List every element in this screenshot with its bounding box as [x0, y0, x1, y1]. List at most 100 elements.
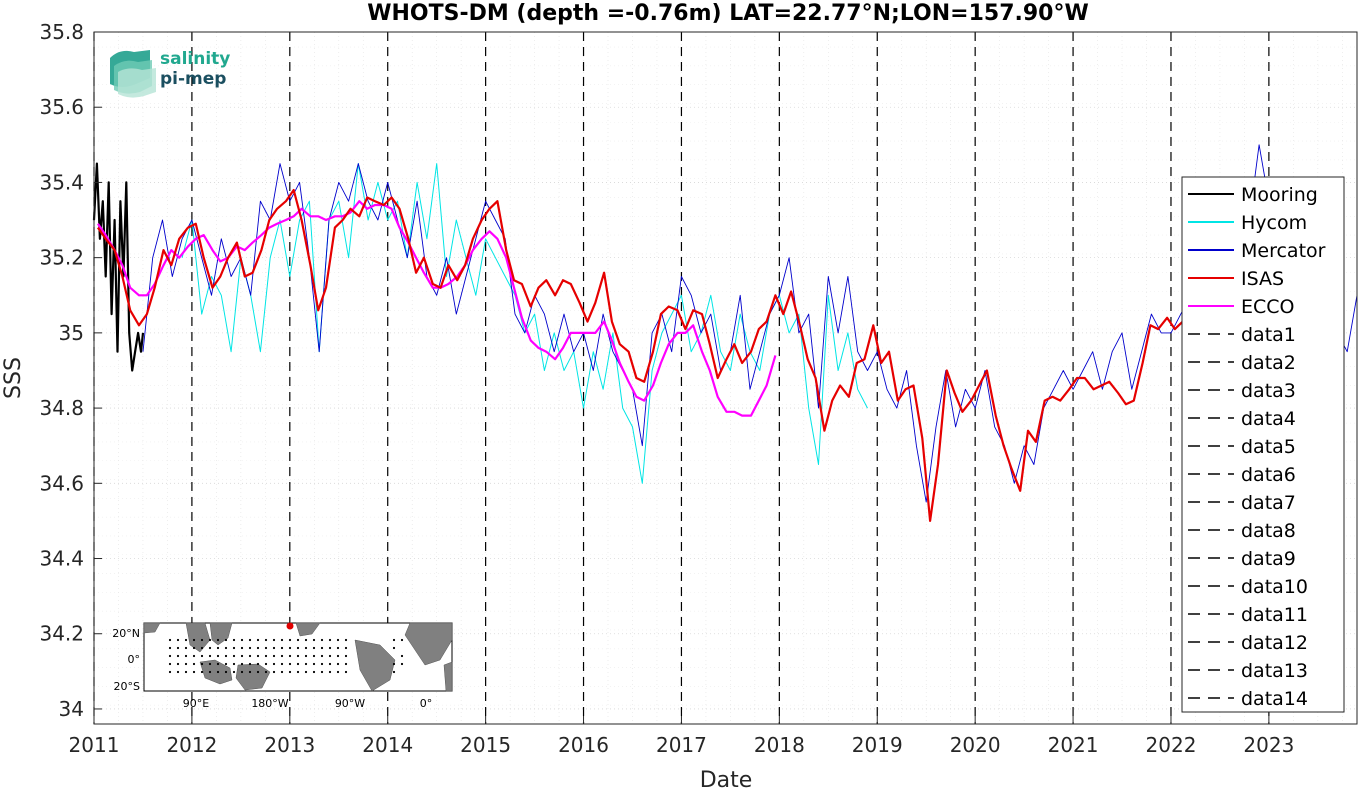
- station-dot: [184, 662, 188, 666]
- legend-label: Hycom: [1241, 212, 1307, 234]
- station-dot: [400, 654, 404, 658]
- x-tick-label: 2012: [166, 733, 217, 757]
- inset-land: [143, 622, 453, 692]
- station-dot: [176, 662, 180, 666]
- station-dot: [192, 646, 196, 650]
- series-line-ecco: [96, 200, 777, 417]
- station-dot: [288, 646, 292, 650]
- station-dot: [304, 654, 308, 658]
- legend-label: data6: [1241, 464, 1296, 486]
- legend-label: Mercator: [1241, 240, 1326, 262]
- station-dot: [176, 638, 180, 642]
- station-dot: [336, 654, 340, 658]
- station-dot: [192, 638, 196, 642]
- y-tick-label: 34.4: [39, 547, 84, 571]
- station-dot: [312, 646, 316, 650]
- x-tick-label: 2017: [656, 733, 707, 757]
- legend-label: data2: [1241, 352, 1296, 374]
- station-dot: [224, 654, 228, 658]
- x-tick-label: 2018: [754, 733, 805, 757]
- station-dot: [280, 646, 284, 650]
- station-dot: [176, 654, 180, 658]
- station-dot: [320, 638, 324, 642]
- station-dot: [216, 638, 220, 642]
- map-lon-label: 0°: [420, 697, 433, 710]
- station-dot: [304, 662, 308, 666]
- x-tick-label: 2020: [950, 733, 1001, 757]
- station-dot: [280, 654, 284, 658]
- station-dot: [240, 670, 244, 674]
- legend-label: data1: [1241, 324, 1296, 346]
- station-dot: [272, 638, 276, 642]
- station-dot: [344, 662, 348, 666]
- station-dot: [200, 662, 204, 666]
- station-dot: [288, 662, 292, 666]
- y-tick-label: 35.8: [39, 20, 84, 44]
- y-tick-label: 34.8: [39, 396, 84, 420]
- station-dot: [344, 638, 348, 642]
- station-dot: [248, 670, 252, 674]
- station-dot: [400, 638, 404, 642]
- station-dot: [392, 662, 396, 666]
- plot-area: [94, 32, 1357, 724]
- station-dot: [216, 670, 220, 674]
- station-dot: [296, 670, 300, 674]
- station-dot: [168, 646, 172, 650]
- station-dot: [392, 646, 396, 650]
- x-tick-label: 2013: [264, 733, 315, 757]
- station-dot: [392, 638, 396, 642]
- x-axis-label: Date: [700, 768, 753, 790]
- legend-label: data9: [1241, 548, 1296, 570]
- legend: Mooring Hycom Mercator ISAS ECCO data1 data2 da…: [1181, 176, 1345, 713]
- station-dot: [208, 646, 212, 650]
- station-dot: [192, 654, 196, 658]
- station-dot: [312, 654, 316, 658]
- station-dot: [264, 646, 268, 650]
- y-axis-ticks: 34 34.2 34.4 34.6 34.8 35 35.2 35.4 35.6 35.8: [39, 20, 102, 721]
- x-tick-label: 2022: [1146, 733, 1197, 757]
- x-tick-label: 2021: [1048, 733, 1099, 757]
- legend-label: data5: [1241, 436, 1296, 458]
- station-dot: [304, 646, 308, 650]
- station-dot: [320, 654, 324, 658]
- station-dot: [248, 646, 252, 650]
- station-dot: [200, 638, 204, 642]
- station-dot: [184, 654, 188, 658]
- station-dot: [344, 670, 348, 674]
- station-dot: [328, 646, 332, 650]
- station-dot: [264, 654, 268, 658]
- station-dot: [264, 662, 268, 666]
- station-dot: [232, 662, 236, 666]
- legend-label: data7: [1241, 492, 1296, 514]
- logo-line-2: pi-mep: [160, 69, 226, 89]
- station-dot: [280, 670, 284, 674]
- station-dot: [168, 662, 172, 666]
- station-dot: [168, 654, 172, 658]
- legend-label: data13: [1241, 660, 1308, 682]
- legend-label: ECCO: [1241, 296, 1295, 318]
- station-dot: [232, 670, 236, 674]
- station-dot: [272, 646, 276, 650]
- station-dot: [256, 662, 260, 666]
- legend-label: data3: [1241, 380, 1296, 402]
- station-dot: [288, 670, 292, 674]
- station-dot: [240, 646, 244, 650]
- legend-label: data14: [1241, 688, 1308, 710]
- station-dot: [248, 662, 252, 666]
- station-dot: [224, 670, 228, 674]
- station-dot: [256, 638, 260, 642]
- legend-label: Mooring: [1241, 184, 1318, 206]
- series-layer: [92, 144, 1358, 523]
- x-tick-label: 2016: [558, 733, 609, 757]
- station-dot: [176, 646, 180, 650]
- station-dot: [296, 662, 300, 666]
- station-dot: [344, 646, 348, 650]
- series-line-isas: [96, 188, 1184, 523]
- station-dot: [312, 662, 316, 666]
- station-dot: [256, 646, 260, 650]
- station-dot: [336, 662, 340, 666]
- y-tick-label: 34: [59, 697, 84, 721]
- station-dot: [320, 646, 324, 650]
- station-dot: [304, 638, 308, 642]
